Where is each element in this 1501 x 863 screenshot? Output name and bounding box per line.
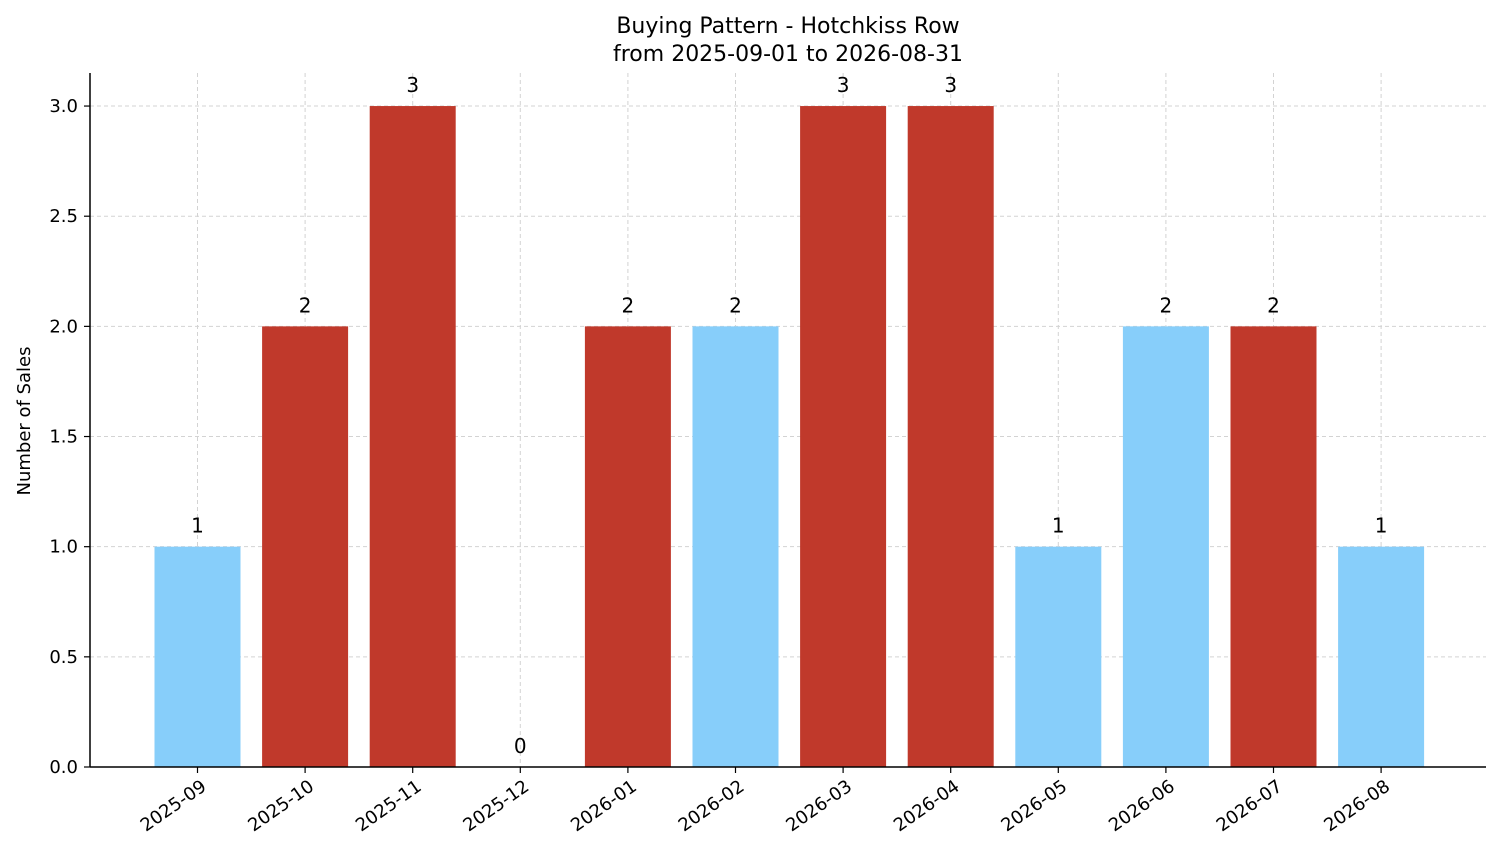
y-tick-label: 3.0 — [49, 96, 78, 117]
x-tick-label: 2026-03 — [782, 776, 856, 836]
data-labels-layer: 1 2 3 0 2 2 3 3 1 2 2 1 — [191, 73, 1387, 758]
bar-2025-10 — [262, 326, 349, 767]
data-label-2026-04: 3 — [944, 73, 957, 97]
bars-layer — [154, 106, 1425, 768]
bar-2026-02 — [692, 326, 779, 767]
chart-subtitle: from 2025-09-01 to 2026-08-31 — [613, 42, 963, 67]
x-tick-label: 2025-09 — [137, 776, 211, 836]
x-tick-label: 2026-02 — [675, 776, 749, 836]
y-tick-label: 1.0 — [49, 537, 78, 558]
y-tick-label: 2.5 — [49, 206, 78, 227]
x-tick-label: 2026-04 — [890, 776, 964, 836]
y-tick-label: 1.5 — [49, 427, 78, 448]
y-ticks-layer: 0.0 0.5 1.0 1.5 2.0 2.5 3.0 — [49, 96, 90, 778]
data-label-2026-02: 2 — [729, 293, 742, 317]
bar-2026-07 — [1230, 326, 1317, 767]
x-tick-label: 2026-01 — [567, 776, 641, 836]
x-tick-label: 2025-12 — [460, 776, 534, 836]
bar-2025-11 — [369, 106, 456, 768]
data-label-2025-11: 3 — [406, 73, 419, 97]
y-axis-label: Number of Sales — [14, 346, 35, 495]
data-label-2025-10: 2 — [299, 293, 312, 317]
bar-2026-01 — [584, 326, 671, 767]
x-tick-label: 2026-06 — [1105, 776, 1179, 836]
data-label-2026-05: 1 — [1052, 514, 1065, 538]
data-label-2025-12: 0 — [514, 734, 527, 758]
chart-title: Buying Pattern - Hotchkiss Row — [616, 14, 959, 39]
data-label-2026-03: 3 — [837, 73, 850, 97]
x-tick-label: 2026-07 — [1213, 776, 1287, 836]
data-label-2026-08: 1 — [1375, 514, 1388, 538]
bar-2026-08 — [1338, 546, 1425, 767]
x-tick-label: 2025-11 — [352, 776, 426, 836]
y-tick-label: 2.0 — [49, 316, 78, 337]
x-tick-label: 2026-05 — [998, 776, 1072, 836]
bar-2026-06 — [1122, 326, 1209, 767]
x-tick-label: 2025-10 — [244, 776, 318, 836]
data-label-2026-07: 2 — [1267, 293, 1280, 317]
x-ticks-layer: 2025-09 2025-10 2025-11 2025-12 2026-01 2026-… — [137, 767, 1394, 836]
bar-2026-05 — [1015, 546, 1102, 767]
bar-2026-03 — [800, 106, 887, 768]
axes-layer — [89, 73, 1486, 768]
bar-2026-04 — [907, 106, 994, 768]
data-label-2025-09: 1 — [191, 514, 204, 538]
x-tick-label: 2026-08 — [1320, 776, 1394, 836]
y-tick-label: 0.0 — [49, 757, 78, 778]
data-label-2026-01: 2 — [622, 293, 635, 317]
y-tick-label: 0.5 — [49, 647, 78, 668]
bar-2025-09 — [154, 546, 241, 767]
data-label-2026-06: 2 — [1160, 293, 1173, 317]
